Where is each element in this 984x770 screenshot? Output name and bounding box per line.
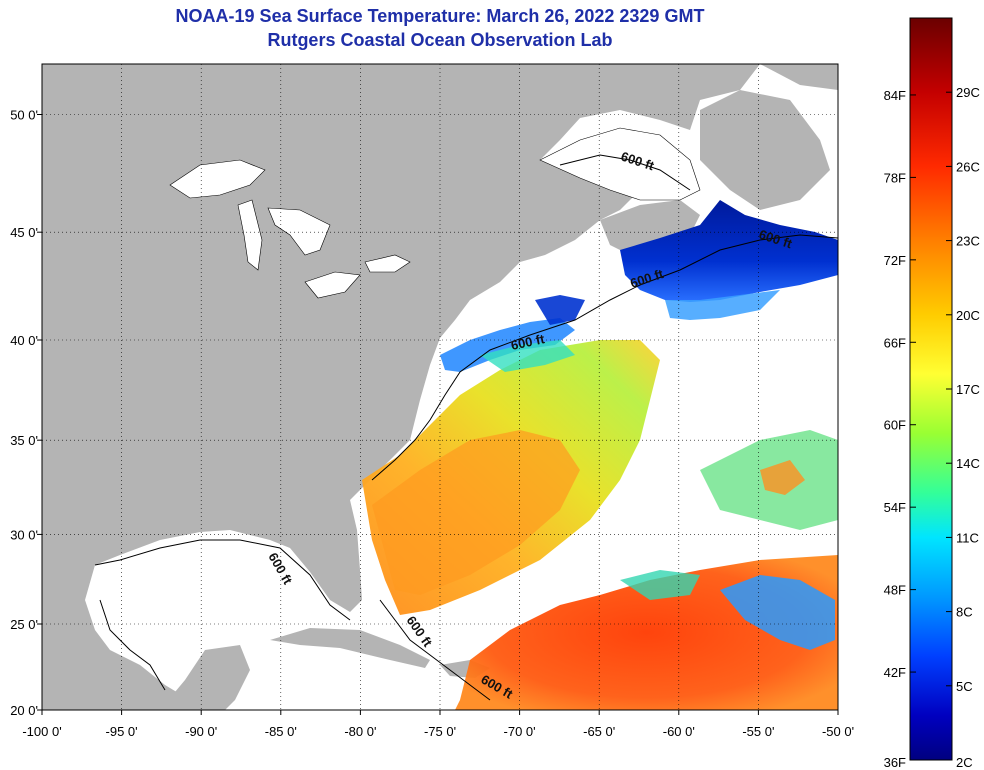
sst-east-orange-patch xyxy=(760,460,805,495)
colorbar-c-label: 17C xyxy=(956,382,980,397)
colorbar xyxy=(909,17,953,761)
lat-tick-label: 20 0' xyxy=(10,703,38,718)
lon-tick-label: -90 0' xyxy=(185,724,217,739)
map-title: NOAA-19 Sea Surface Temperature: March 2… xyxy=(175,6,705,26)
colorbar-f-label: 36F xyxy=(884,755,906,770)
longitude-axis: -100 0' -95 0' -90 0' -85 0' -80 0' -75 0' -70… xyxy=(22,710,854,739)
lon-tick-label: -65 0' xyxy=(583,724,615,739)
colorbar-c-label: 5C xyxy=(956,679,973,694)
colorbar-c-label: 23C xyxy=(956,234,980,249)
sst-south-cyan-patch xyxy=(620,570,700,600)
colorbar-f-label: 72F xyxy=(884,253,906,268)
gulf-st-lawrence xyxy=(539,127,701,201)
colorbar-f-label: 66F xyxy=(884,335,906,350)
lon-tick-label: -100 0' xyxy=(22,724,61,739)
lat-tick-label: 35 0' xyxy=(10,433,38,448)
lon-tick-label: -55 0' xyxy=(742,724,774,739)
sst-gulf-of-maine-blue xyxy=(535,295,585,325)
colorbar-c-label: 26C xyxy=(956,159,980,174)
lon-tick-label: -85 0' xyxy=(265,724,297,739)
land-cuba xyxy=(270,628,430,668)
lat-tick-label: 30 0' xyxy=(10,527,38,542)
colorbar-f-label: 84F xyxy=(884,88,906,103)
colorbar-c-label: 8C xyxy=(956,605,973,620)
colorbar-c-label: 2C xyxy=(956,755,973,770)
land-yucatan xyxy=(160,645,250,710)
lon-tick-label: -70 0' xyxy=(504,724,536,739)
map-subtitle: Rutgers Coastal Ocean Observation Lab xyxy=(267,30,613,50)
lat-tick-label: 50 0' xyxy=(10,107,38,122)
colorbar-c-label: 20C xyxy=(956,308,980,323)
graticule xyxy=(42,64,838,710)
land-newfoundland xyxy=(700,90,830,210)
colorbar-f-label: 78F xyxy=(884,170,906,185)
lon-tick-label: -75 0' xyxy=(424,724,456,739)
colorbar-f-label: 42F xyxy=(884,665,906,680)
colorbar-celsius-labels: 29C 26C 23C 20C 17C 14C 11C 8C 5C 2C xyxy=(946,85,980,770)
depth-contours xyxy=(94,154,838,701)
contour-label: 600 ft xyxy=(510,331,547,353)
colorbar-f-label: 60F xyxy=(884,418,906,433)
sst-cold-north xyxy=(620,200,838,302)
colorbar-f-label: 54F xyxy=(884,500,906,515)
lon-tick-label: -95 0' xyxy=(106,724,138,739)
sst-shelf-cyan xyxy=(480,340,575,372)
sst-south-cool-patch xyxy=(720,575,835,650)
colorbar-c-label: 14C xyxy=(956,456,980,471)
land-labrador xyxy=(760,64,838,90)
colorbar-c-label: 11C xyxy=(956,530,979,545)
land-north-america xyxy=(42,64,760,710)
great-lakes xyxy=(169,159,411,299)
lon-tick-label: -80 0' xyxy=(344,724,376,739)
lat-tick-label: 45 0' xyxy=(10,225,38,240)
lon-tick-label: -60 0' xyxy=(663,724,695,739)
colorbar-f-label: 48F xyxy=(884,583,906,598)
land-maritimes xyxy=(600,200,700,255)
sst-gulf-stream-core xyxy=(372,430,580,595)
colorbar-fahrenheit-labels: 84F 78F 72F 66F 60F 54F 48F 42F 36F xyxy=(884,88,916,770)
lat-tick-label: 25 0' xyxy=(10,617,38,632)
lat-tick-label: 40 0' xyxy=(10,333,38,348)
colorbar-c-label: 29C xyxy=(956,85,980,100)
lon-tick-label: -50 0' xyxy=(822,724,854,739)
latitude-axis: 50 0' 45 0' 40 0' 35 0' 30 0' 25 0' 20 0' xyxy=(10,107,42,718)
sst-cold-fringe xyxy=(665,290,780,320)
